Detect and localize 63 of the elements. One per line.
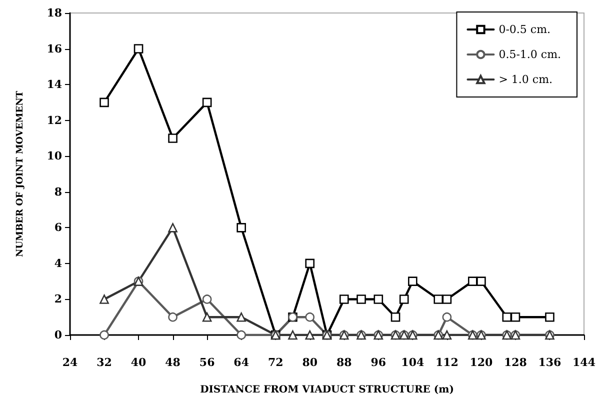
x-tick-label: 48: [165, 356, 181, 369]
point: [356, 294, 366, 304]
x-tick-label: 128: [504, 356, 528, 369]
point: [434, 294, 444, 304]
point: [305, 330, 315, 340]
x-tick-label: 72: [268, 356, 284, 369]
legend-label: > 1.0 cm.: [498, 73, 553, 86]
x-tick-label: 64: [234, 356, 250, 369]
point: [288, 330, 298, 340]
x-tick-label: 104: [401, 356, 424, 369]
y-axis-title: NUMBER OF JOINT MOVEMENT: [16, 90, 26, 258]
legend-label: 0-0.5 cm.: [498, 23, 551, 36]
point: [100, 98, 109, 108]
y-tick-label: 2: [54, 292, 62, 306]
x-tick-label: 112: [435, 356, 458, 369]
point: [476, 276, 486, 286]
point: [100, 330, 109, 340]
y-tick-label: 0: [54, 328, 62, 342]
point: [468, 276, 478, 286]
point: [305, 258, 315, 268]
x-tick-label: 32: [96, 356, 112, 369]
x-tick-label: 40: [130, 356, 147, 369]
point: [390, 312, 400, 322]
point: [545, 312, 554, 322]
point: [100, 294, 109, 304]
point: [168, 223, 178, 232]
x-tick-label: 80: [302, 356, 318, 369]
y-tick-label: 10: [46, 150, 62, 163]
x-tick-label: 96: [370, 356, 386, 369]
point: [399, 294, 409, 304]
point: [236, 312, 246, 322]
point: [236, 330, 246, 340]
point: [202, 98, 212, 108]
x-tick-label: 120: [470, 356, 494, 369]
point: [510, 312, 520, 322]
point: [442, 330, 452, 340]
y-tick-label: 4: [54, 256, 62, 270]
point: [134, 44, 144, 54]
point: [339, 294, 349, 304]
y-tick-label: 8: [54, 185, 62, 198]
point: [202, 294, 212, 304]
point: [305, 312, 315, 322]
point: [442, 312, 452, 322]
point: [168, 134, 178, 143]
y-tick-label: 16: [46, 42, 62, 56]
y-tick-label: 12: [46, 114, 62, 127]
x-axis-title: DISTANCE FROM VIADUCT STRUCTURE (m): [200, 384, 454, 396]
point: [374, 294, 384, 304]
x-tick-label: 136: [538, 356, 562, 369]
x-tick-label: 144: [572, 356, 596, 369]
point: [168, 312, 178, 322]
point: [236, 223, 246, 232]
y-tick-label: 18: [46, 6, 62, 20]
legend-label: 0.5-1.0 cm.: [498, 48, 562, 61]
x-tick-label: 24: [62, 356, 78, 369]
point: [442, 294, 452, 304]
x-tick-label: 56: [199, 356, 216, 369]
x-tick-label: 88: [336, 356, 352, 369]
y-tick-label: 14: [46, 78, 62, 92]
point: [202, 312, 212, 322]
point: [502, 312, 512, 322]
point: [408, 276, 418, 286]
y-tick-label: 6: [54, 221, 62, 234]
